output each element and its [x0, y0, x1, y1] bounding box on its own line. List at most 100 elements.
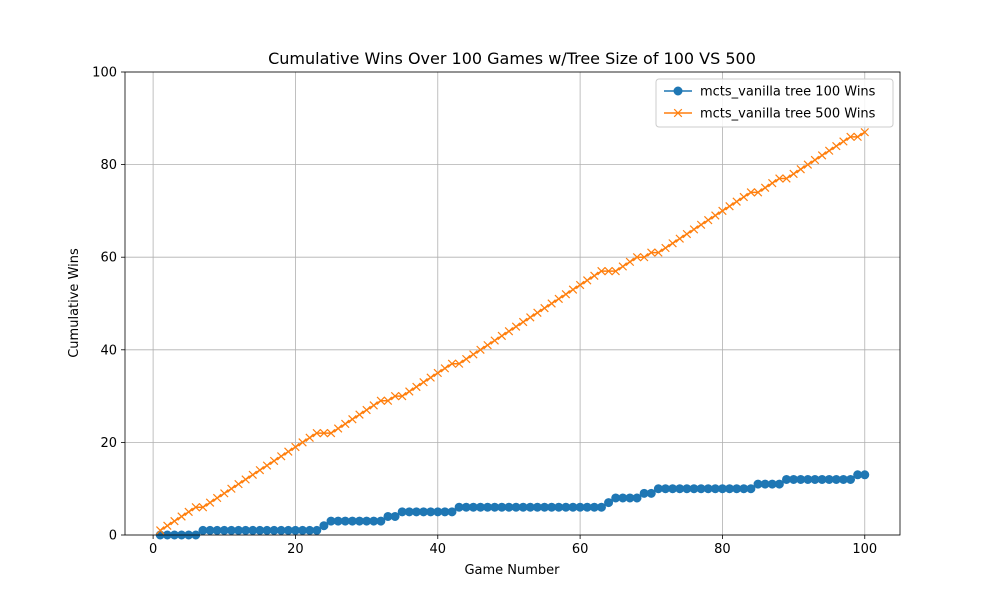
data-point-stroke: [639, 252, 649, 262]
data-point-stroke: [789, 169, 798, 179]
series-2: [156, 127, 869, 535]
data-point-stroke: [497, 331, 507, 341]
legend-label: mcts_vanilla tree 500 Wins: [700, 107, 876, 122]
data-point: [561, 290, 571, 299]
data-point: [647, 248, 656, 257]
data-point: [596, 502, 606, 512]
data-point: [604, 266, 613, 276]
data-point-stroke: [853, 132, 862, 142]
data-point: [860, 127, 869, 137]
y-tick-label: 40: [100, 343, 117, 358]
data-point-stroke: [369, 401, 378, 410]
data-point-stroke: [376, 396, 386, 405]
data-point-stroke: [518, 317, 528, 327]
data-point-stroke: [383, 396, 393, 405]
data-point: [654, 248, 663, 257]
data-point-stroke: [611, 266, 620, 276]
data-point-stroke: [604, 266, 613, 276]
data-point-stroke: [504, 327, 514, 336]
data-point-stroke: [262, 461, 272, 470]
data-point-stroke: [397, 391, 407, 401]
data-point: [426, 373, 435, 382]
data-point-stroke: [476, 345, 485, 355]
data-point: [284, 447, 293, 456]
data-point: [198, 502, 208, 512]
data-point-stroke: [590, 271, 599, 280]
data-point: [632, 252, 642, 262]
data-point-stroke: [412, 382, 421, 392]
data-point: [212, 493, 222, 503]
data-point-stroke: [696, 220, 706, 230]
data-point: [326, 428, 336, 438]
data-point-stroke: [632, 252, 642, 262]
data-point-stroke: [511, 322, 521, 331]
data-point-stroke: [405, 387, 414, 396]
data-point: [269, 456, 279, 466]
data-point: [611, 266, 620, 276]
data-point-stroke: [703, 215, 713, 225]
data-point: [746, 188, 756, 197]
data-point: [170, 516, 179, 526]
x-tick-label: 80: [714, 542, 731, 557]
data-point-stroke: [760, 183, 770, 192]
y-axis-label: Cumulative Wins: [67, 248, 82, 358]
data-point: [796, 165, 805, 174]
data-point: [760, 183, 770, 192]
data-point: [262, 461, 272, 470]
data-point-stroke: [661, 243, 670, 253]
data-point-stroke: [241, 475, 250, 484]
data-point: [376, 396, 386, 405]
y-tick-label: 0: [109, 529, 117, 544]
data-point: [177, 512, 186, 521]
data-point: [312, 428, 322, 438]
data-point-stroke: [440, 364, 450, 373]
data-point: [703, 215, 713, 225]
data-point-stroke: [326, 428, 336, 438]
axes: 0 20 40 60 80 100 0 20 40 60 80 100: [92, 66, 901, 557]
data-point: [618, 262, 628, 271]
data-point: [276, 452, 286, 461]
data-point-stroke: [526, 313, 535, 322]
legend-item: mcts_vanilla tree 500 Wins: [664, 107, 876, 122]
data-point-stroke: [255, 465, 265, 475]
data-point-stroke: [860, 127, 869, 137]
data-point-stroke: [390, 391, 400, 401]
data-point-stroke: [298, 438, 307, 447]
x-axis-label: Game Number: [464, 563, 560, 578]
data-point-stroke: [675, 234, 684, 243]
data-point-stroke: [355, 410, 364, 419]
data-point-stroke: [775, 174, 784, 183]
data-point: [597, 266, 606, 276]
series-1: [155, 470, 870, 540]
y-tick-label: 100: [92, 66, 117, 81]
data-point: [397, 391, 407, 401]
data-point: [739, 192, 749, 202]
data-point-stroke: [568, 285, 578, 294]
data-point: [405, 387, 414, 396]
data-point-stroke: [796, 165, 805, 174]
data-point: [454, 359, 464, 368]
legend-marker-stroke: [673, 108, 683, 118]
y-tick-label: 60: [100, 251, 117, 266]
data-point-stroke: [234, 479, 243, 489]
data-point-stroke: [170, 516, 179, 526]
data-point: [447, 507, 457, 517]
data-point-stroke: [554, 294, 563, 304]
data-point-stroke: [291, 442, 300, 452]
data-point: [824, 146, 834, 155]
data-point: [832, 141, 841, 151]
data-point: [689, 225, 699, 234]
data-point: [184, 507, 193, 517]
data-point: [668, 239, 677, 248]
x-tick-label: 60: [572, 542, 589, 557]
data-point: [383, 396, 393, 405]
data-point: [462, 354, 471, 364]
data-point-stroke: [305, 433, 314, 442]
data-point: [526, 313, 535, 322]
data-point-stroke: [341, 419, 350, 429]
data-point: [376, 516, 386, 526]
data-point: [775, 174, 784, 183]
data-point-stroke: [227, 484, 236, 493]
